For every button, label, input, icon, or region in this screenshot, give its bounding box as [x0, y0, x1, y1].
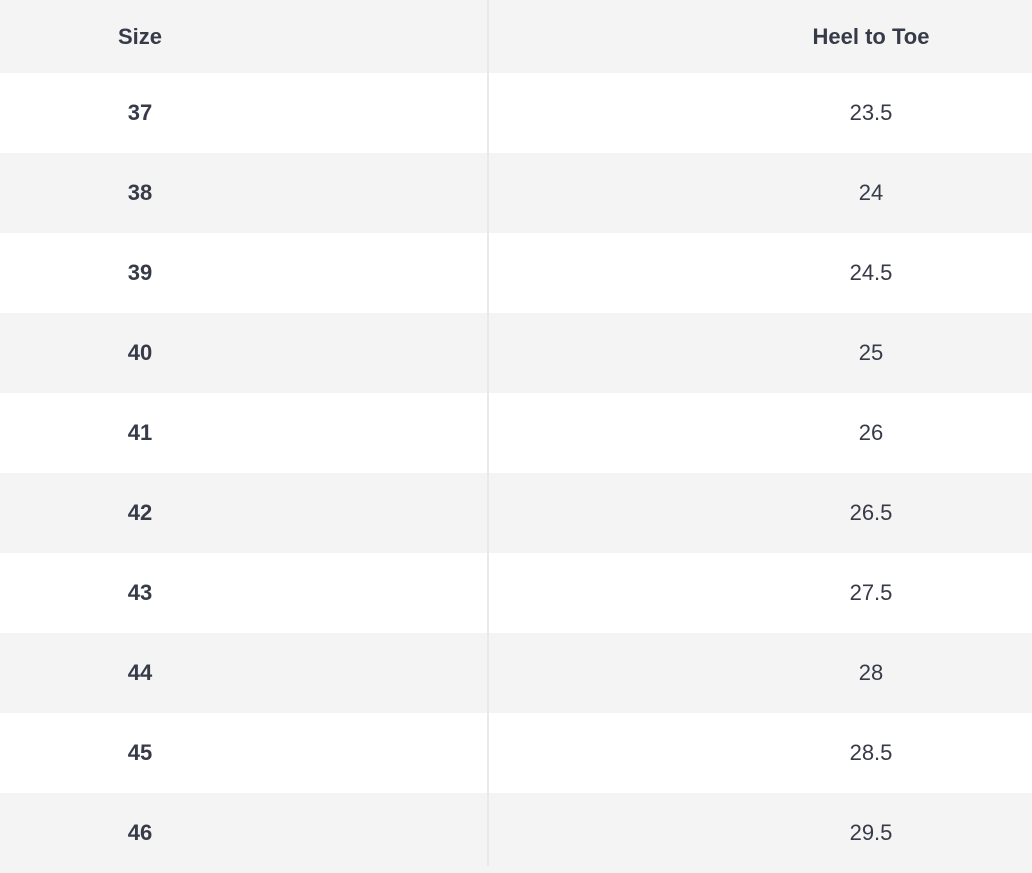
cell-size: 43: [127, 580, 153, 605]
cell-size: 46: [127, 820, 153, 845]
table-row: 43 27.5: [0, 553, 1032, 633]
cell-size: 38: [127, 180, 153, 205]
table-header: Size Heel to Toe: [0, 0, 1032, 73]
cell-heel-to-toe: 26.5: [849, 500, 893, 525]
cell-heel-to-toe: 27.5: [849, 580, 893, 605]
cell-size: 40: [127, 340, 153, 365]
table-row: 41 26: [0, 393, 1032, 473]
table-row: 45 28.5: [0, 713, 1032, 793]
cell-size: 41: [127, 420, 153, 445]
cell-heel-to-toe: 29.5: [849, 820, 893, 845]
header-size: Size: [117, 23, 163, 49]
cell-size: 39: [127, 260, 153, 285]
cell-heel-to-toe: 26: [858, 420, 884, 445]
table-row: 42 26.5: [0, 473, 1032, 553]
table-row: 39 24.5: [0, 233, 1032, 313]
cell-heel-to-toe: 24.5: [849, 260, 893, 285]
cell-heel-to-toe: 24: [858, 180, 884, 205]
cell-size: 37: [127, 100, 153, 125]
cell-heel-to-toe: 28: [858, 660, 884, 685]
cell-heel-to-toe: 28.5: [849, 740, 893, 765]
table-row: 37 23.5: [0, 73, 1032, 153]
cell-heel-to-toe: 25: [858, 340, 884, 365]
cell-size: 45: [127, 740, 153, 765]
column-divider: [487, 0, 489, 866]
table-body: 37 23.5 38 24 39 24.5 40 25 41 26 42 26.5 43 27.5 44 28…: [0, 73, 1032, 873]
header-heel-to-toe: Heel to Toe: [812, 23, 930, 49]
table-row: 46 29.5: [0, 793, 1032, 873]
table-row: 44 28: [0, 633, 1032, 713]
cell-size: 44: [127, 660, 153, 685]
cell-heel-to-toe: 23.5: [849, 100, 893, 125]
table-row: 38 24: [0, 153, 1032, 233]
cell-size: 42: [127, 500, 153, 525]
table-row: 40 25: [0, 313, 1032, 393]
